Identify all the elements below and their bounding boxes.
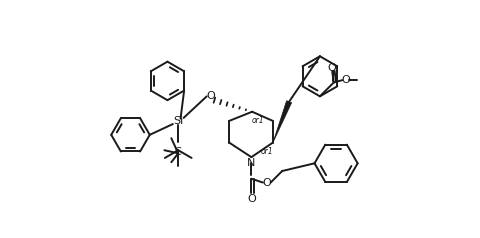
Text: or1: or1	[252, 116, 264, 125]
Text: O: O	[327, 63, 336, 73]
Text: Si: Si	[173, 116, 183, 126]
Text: C: C	[175, 147, 181, 157]
Text: O: O	[342, 75, 350, 85]
Text: N: N	[247, 158, 255, 168]
Text: O: O	[263, 178, 271, 188]
Text: or1: or1	[261, 147, 273, 156]
Polygon shape	[273, 101, 292, 143]
Text: O: O	[247, 194, 256, 204]
Text: O: O	[206, 91, 215, 101]
